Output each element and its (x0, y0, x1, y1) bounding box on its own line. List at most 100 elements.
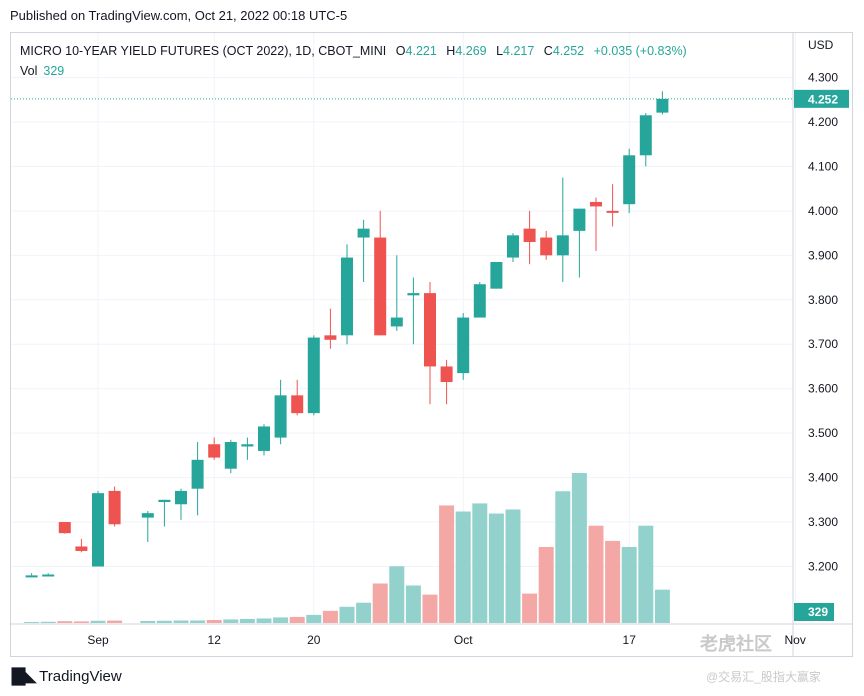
y-tick-label: 3.800 (808, 293, 838, 307)
candle (573, 208, 586, 278)
candle (490, 261, 503, 289)
candle-body (490, 261, 503, 289)
volume-bar (306, 614, 322, 623)
candle (457, 313, 470, 380)
volume-bar (372, 583, 388, 623)
volume-label: Vol (20, 64, 38, 78)
volume-bar (140, 620, 156, 623)
x-tick-label: 17 (623, 633, 637, 647)
currency-label: USD (808, 38, 834, 52)
candle (141, 510, 154, 543)
candle (341, 244, 353, 345)
volume-bar (40, 621, 56, 623)
candle-body (291, 395, 304, 414)
candle-body (108, 490, 121, 525)
candle (25, 573, 38, 578)
candle-body (590, 201, 602, 207)
candle-body (374, 237, 387, 336)
published-caption: Published on TradingView.com, Oct 21, 20… (10, 8, 348, 23)
open-value: 4.221 (405, 44, 437, 58)
candle-body (556, 235, 569, 256)
volume-row: Vol 329 (20, 61, 687, 81)
volume-bar (322, 610, 338, 623)
candle (307, 335, 320, 416)
candle (473, 281, 486, 318)
candle-body (424, 293, 436, 367)
volume-bar (256, 618, 272, 623)
candle (623, 148, 636, 214)
candle (208, 437, 221, 460)
volume-bar (73, 621, 89, 623)
y-tick-label: 4.100 (808, 159, 838, 173)
watermark-sub: @交易汇_股指大赢家 (706, 670, 821, 684)
volume-bar (522, 593, 538, 623)
last-markers: 4.252 329 (11, 89, 849, 621)
candle (590, 197, 602, 251)
change-value: +0.035 (+0.83%) (593, 44, 687, 58)
y-tick-label: 3.300 (808, 515, 838, 529)
candle-body (175, 490, 187, 505)
candle-body (274, 395, 287, 438)
x-tick-label: Sep (87, 633, 109, 647)
y-tick-label: 3.200 (808, 560, 838, 574)
open-label: O (395, 44, 406, 58)
candle-body (341, 257, 353, 336)
volume-bar (505, 509, 521, 623)
grid (11, 33, 852, 656)
candle (424, 281, 436, 405)
candle (606, 184, 619, 227)
candle-body (92, 493, 104, 567)
high-label: H (446, 44, 456, 58)
candle-body (540, 237, 553, 256)
volume-bar (472, 503, 488, 623)
last-price-tag (794, 89, 849, 108)
candles (25, 91, 669, 578)
volume-bar (389, 566, 405, 623)
candle-body (606, 210, 619, 213)
candle-body (42, 574, 55, 577)
last-volume-tag (794, 603, 834, 621)
candle (374, 210, 387, 336)
volume-bar (173, 620, 189, 623)
volume-bar (223, 619, 239, 623)
candle (175, 488, 187, 520)
volume-bar (339, 606, 355, 623)
candle (507, 233, 519, 262)
candle (523, 210, 536, 265)
x-tick-label: Oct (454, 633, 473, 647)
candle-body (357, 228, 370, 238)
candle-body (307, 337, 320, 414)
candle-body (58, 522, 71, 534)
candle (224, 439, 237, 474)
volume-bar (356, 602, 372, 623)
candle (407, 277, 420, 345)
candle (639, 113, 652, 167)
volume-bar (156, 620, 172, 623)
candle (291, 379, 304, 416)
tradingview-brand[interactable]: ▇◣ TradingView (12, 666, 122, 686)
candle (540, 230, 553, 260)
close-label: C (543, 44, 553, 58)
candle (440, 359, 453, 405)
volume-bar (107, 620, 123, 623)
volume-bar (538, 546, 554, 623)
low-label: L (496, 44, 504, 58)
candle-body (390, 317, 403, 327)
y-tick-label: 3.400 (808, 471, 838, 485)
chart-frame (10, 32, 853, 657)
candle (158, 499, 171, 527)
candle-body (258, 426, 270, 451)
candle-body (407, 293, 420, 296)
candle (92, 490, 104, 567)
candle-body (457, 317, 470, 374)
candle-body (241, 444, 254, 447)
volume-bar (273, 617, 289, 623)
volume-bar (206, 619, 222, 623)
price-axis: 3.200 3.300 3.400 3.500 3.600 3.700 3.800 3.900… (808, 71, 838, 574)
volume-value: 329 (43, 64, 65, 78)
tradingview-logo-icon: ▇◣ (12, 666, 36, 685)
candle (274, 379, 287, 445)
candle-body (191, 459, 204, 489)
candle-body (141, 513, 154, 518)
